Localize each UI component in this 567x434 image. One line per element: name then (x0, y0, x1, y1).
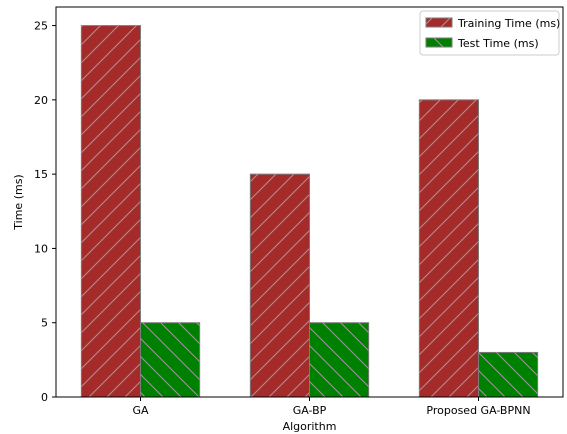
legend-label: Training Time (ms) (457, 17, 560, 30)
y-tick-label: 15 (34, 168, 48, 181)
y-tick-label: 5 (41, 317, 48, 330)
x-tick-label: Proposed GA-BPNN (426, 404, 530, 417)
y-axis-label: Time (ms) (12, 174, 25, 230)
bar-hatch (309, 322, 369, 397)
y-tick-label: 10 (34, 242, 48, 255)
x-axis-ticks: GA GA-BP Proposed GA-BPNN (132, 397, 531, 417)
x-tick-label: GA (132, 404, 149, 417)
x-tick-label: GA-BP (293, 404, 327, 417)
y-tick-label: 25 (34, 20, 48, 33)
bar-hatch (81, 25, 141, 397)
y-tick-label: 20 (34, 94, 48, 107)
x-axis-label: Algorithm (283, 420, 337, 433)
bar-hatch (478, 352, 538, 397)
legend-box (419, 10, 560, 56)
y-axis-ticks: 0 5 10 15 20 25 (34, 20, 56, 404)
y-tick-label: 0 (41, 391, 48, 404)
legend: Training Time (ms) Test Time (ms) (419, 10, 560, 56)
legend-swatch-hatch (426, 18, 452, 27)
legend-swatch-hatch (426, 38, 452, 47)
bar-hatch (250, 174, 310, 397)
bars-group (80, 25, 539, 398)
bar-hatch (419, 99, 479, 397)
legend-label: Test Time (ms) (457, 37, 539, 50)
bar-hatch (140, 322, 200, 397)
